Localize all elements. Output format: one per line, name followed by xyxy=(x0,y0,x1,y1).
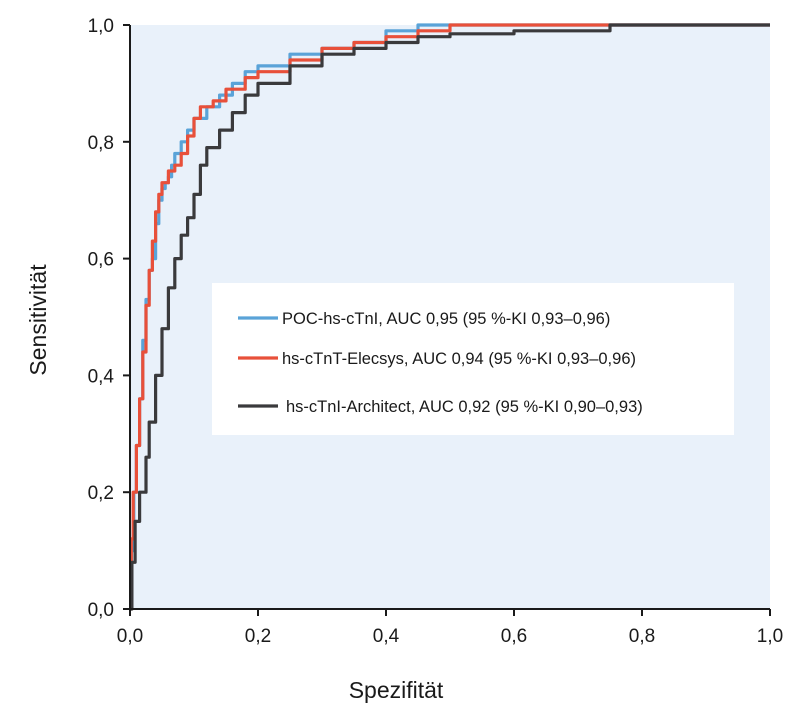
y-tick-label: 0,2 xyxy=(88,483,114,504)
x-tick-label: 0,4 xyxy=(373,626,400,647)
y-axis-title: Sensitivität xyxy=(25,264,51,376)
x-tick-label: 0,2 xyxy=(245,626,271,647)
x-tick-label: 1,0 xyxy=(757,626,783,647)
x-tick-label: 0,8 xyxy=(629,626,655,647)
roc-curve-2 xyxy=(129,23,770,611)
legend-label-3: hs-cTnI-Architect, AUC 0,92 (95 %-KI 0,9… xyxy=(286,398,643,416)
y-tick-label: 0,0 xyxy=(88,600,114,621)
tick-labels: 0,0 0,2 0,4 0,6 0,8 1,0 0,0 0,2 0,4 0,6 0,8 1,0 xyxy=(88,16,784,647)
legend-box xyxy=(212,283,734,435)
x-tick-label: 0,0 xyxy=(117,626,143,647)
roc-curve-3 xyxy=(130,23,770,611)
y-tick-label: 1,0 xyxy=(88,16,114,37)
y-tick-label: 0,8 xyxy=(88,133,114,154)
roc-curves xyxy=(129,23,770,611)
x-axis-title: Spezifität xyxy=(349,677,444,703)
legend-label-2: hs-cTnT-Elecsys, AUC 0,94 (95 %-KI 0,93–… xyxy=(282,350,636,368)
y-tick-label: 0,4 xyxy=(88,366,115,387)
x-tick-label: 0,6 xyxy=(501,626,527,647)
y-tick-label: 0,6 xyxy=(88,250,114,271)
axes xyxy=(123,24,771,616)
legend: POC-hs-cTnI, AUC 0,95 (95 %-KI 0,93–0,96… xyxy=(212,283,734,435)
legend-label-1: POC-hs-cTnI, AUC 0,95 (95 %-KI 0,93–0,96… xyxy=(282,310,610,328)
